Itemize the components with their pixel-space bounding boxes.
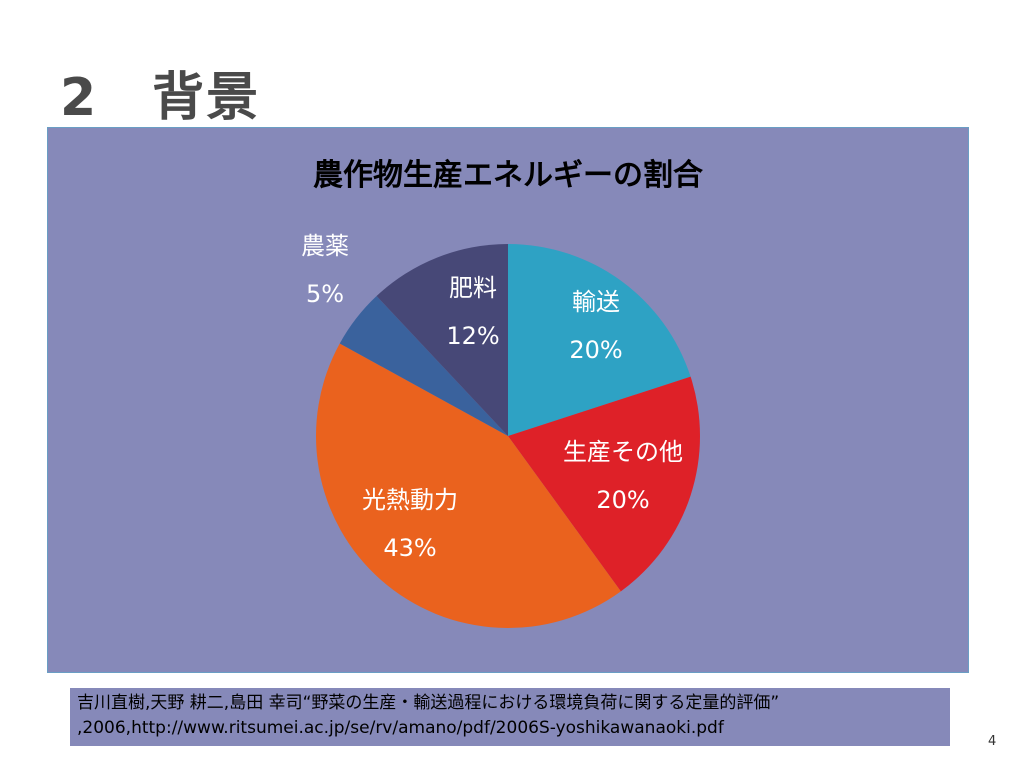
chart-title: 農作物生産エネルギーの割合 xyxy=(313,158,703,193)
slice-label-production-other: 生産その他 20% xyxy=(563,438,683,514)
pie-chart-svg xyxy=(315,244,700,628)
citation-authors-title: 吉川直樹,天野 耕二,島田 幸司“野菜の生産・輸送過程における環境負荷に関する定… xyxy=(77,693,780,713)
slice-label-transport: 輸送 20% xyxy=(569,288,623,364)
slice-label-pesticide: 農薬 5% xyxy=(301,232,349,308)
page-number: 4 xyxy=(988,734,997,749)
pie-slice-production-other xyxy=(508,376,700,592)
citation-year-url: ,2006,http://www.ritsumei.ac.jp/se/rv/am… xyxy=(77,718,724,738)
pie-slice-pesticide xyxy=(339,296,508,436)
source-citation: 吉川直樹,天野 耕二,島田 幸司“野菜の生産・輸送過程における環境負荷に関する定… xyxy=(70,688,950,746)
slice-label-heat-power: 光熱動力 43% xyxy=(362,486,458,562)
pie-slice-fertilizer xyxy=(376,244,508,436)
pie-chart: 農作物生産エネルギーの割合 輸送 20% 生産その他 20% 光熱動力 43% … xyxy=(47,127,969,673)
pie-slice-transport xyxy=(508,244,691,436)
pie-slice-heat-power xyxy=(315,343,621,628)
slice-label-fertilizer: 肥料 12% xyxy=(446,274,500,350)
slide-title: 2 背景 xyxy=(60,68,261,128)
